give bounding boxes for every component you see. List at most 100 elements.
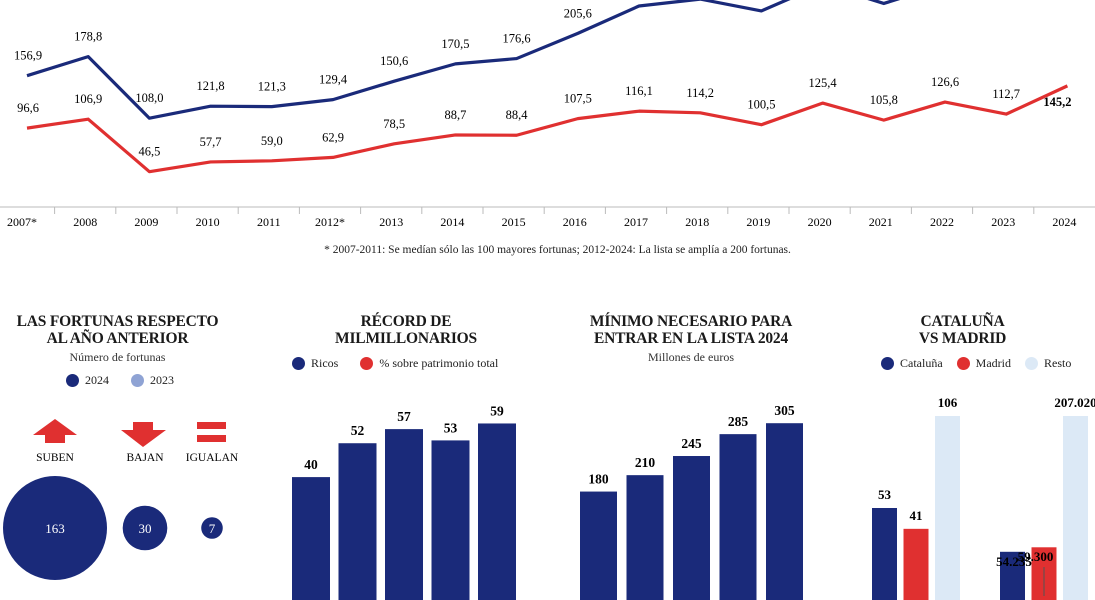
legend-item-resto: Resto bbox=[1024, 356, 1071, 371]
x-tick-label: 2008 bbox=[73, 215, 97, 229]
bar-resto bbox=[1063, 416, 1088, 600]
bar-value-label: 52 bbox=[351, 423, 365, 438]
data-label: 205,6 bbox=[564, 6, 592, 20]
bar-value-label: 210 bbox=[635, 455, 656, 470]
data-label: 106,9 bbox=[74, 92, 102, 106]
bubble-value: 7 bbox=[209, 521, 216, 536]
bar-madrid bbox=[903, 528, 929, 600]
x-tick-label: 2007* bbox=[7, 215, 37, 229]
x-tick-label: 2013 bbox=[379, 215, 403, 229]
bar-value-label: 305 bbox=[774, 403, 795, 418]
bar bbox=[766, 423, 803, 600]
bar-value-label: 285 bbox=[728, 414, 749, 429]
bar-resto bbox=[935, 416, 960, 600]
bar bbox=[431, 440, 470, 600]
x-tick-label: 2019 bbox=[746, 215, 770, 229]
bar bbox=[385, 429, 423, 600]
data-label: 57,7 bbox=[200, 135, 222, 149]
bar-value-label: 57 bbox=[397, 409, 411, 424]
data-label: 156,9 bbox=[14, 49, 42, 63]
arrow-up-icon bbox=[33, 419, 77, 443]
data-label: 105,8 bbox=[870, 93, 898, 107]
x-tick-label: 2023 bbox=[991, 215, 1015, 229]
x-tick-label: 2024 bbox=[1052, 215, 1076, 229]
legend-cataluna: Cataluña Madrid Resto bbox=[881, 356, 1071, 371]
bar bbox=[719, 434, 757, 600]
series-line-red bbox=[26, 84, 1069, 174]
bubble-suben bbox=[3, 476, 107, 580]
data-label: 114,2 bbox=[686, 86, 714, 100]
bar-cataluña bbox=[1000, 551, 1025, 600]
bubble-value: 30 bbox=[139, 521, 152, 536]
x-tick-label: 2010 bbox=[196, 215, 220, 229]
data-label: 112,7 bbox=[992, 87, 1020, 101]
bubble-bajan bbox=[122, 505, 168, 551]
bar bbox=[478, 423, 516, 600]
legend-item-ricos: Ricos bbox=[292, 356, 338, 371]
bar-value-label: 54.235 bbox=[996, 554, 1032, 569]
bar-value-label: 106 bbox=[938, 395, 958, 410]
bar-value-label: 53 bbox=[444, 420, 458, 435]
data-label: 145,2 bbox=[1043, 95, 1071, 109]
bar-value-label: 53 bbox=[878, 487, 892, 502]
x-tick-label: 2015 bbox=[502, 215, 526, 229]
data-label: 116,1 bbox=[625, 84, 653, 98]
bar-chart-milmillonarios: 40 2016 52 2018 57 2020 53 2022 59 2024 bbox=[292, 403, 516, 600]
bar bbox=[626, 475, 664, 600]
data-label: 46,5 bbox=[138, 145, 160, 159]
data-label: 178,8 bbox=[74, 30, 102, 44]
data-label: 121,8 bbox=[197, 79, 225, 93]
legend-milmillonarios: Ricos % sobre patrimonio total bbox=[292, 356, 498, 371]
label-suben: SUBEN bbox=[36, 452, 74, 464]
data-label: 78,5 bbox=[383, 117, 405, 131]
bubble-value: 163 bbox=[45, 521, 65, 536]
data-label: 126,6 bbox=[931, 75, 959, 89]
bar-chart-minimo: 180 210 245 285 305 bbox=[580, 403, 803, 600]
legend-item-cataluna: Cataluña bbox=[881, 356, 943, 371]
arrow-down-icon bbox=[121, 422, 166, 447]
data-label: 59,0 bbox=[261, 134, 283, 148]
data-label: 125,4 bbox=[809, 76, 838, 90]
x-tick-label: 2021 bbox=[869, 215, 893, 229]
x-tick-label: 2012* bbox=[315, 215, 345, 229]
bar bbox=[580, 491, 617, 600]
bar bbox=[673, 456, 710, 600]
panel-cataluna-title: CATALUÑA VS MADRID bbox=[918, 313, 1007, 347]
label-bajan: BAJAN bbox=[126, 452, 164, 464]
data-label: 150,6 bbox=[380, 54, 408, 68]
equals-icon bbox=[197, 422, 226, 429]
x-tick-label: 2009 bbox=[134, 215, 158, 229]
bar-value-label: 59.300 bbox=[1018, 549, 1054, 564]
line-chart: 2007* 2008 2009 2010 2011 2012* 2013 2014 2015 20… bbox=[0, 0, 1095, 229]
x-tick-label: 2014 bbox=[440, 215, 464, 229]
legend-item-madrid: Madrid bbox=[956, 356, 1011, 371]
bar-category-label: 2018 bbox=[346, 597, 370, 600]
panel-minimo-subtitle: Millones de euros bbox=[648, 350, 734, 364]
x-tick-label: 2016 bbox=[563, 215, 587, 229]
x-tick-label: 2022 bbox=[930, 215, 954, 229]
bar-category-label: 2024 bbox=[485, 597, 509, 600]
label-igualan: IGUALAN bbox=[186, 452, 239, 464]
data-label: 88,7 bbox=[444, 108, 466, 122]
bar-value-label: 207.020 bbox=[1054, 395, 1095, 410]
bar-category-label: 2022 bbox=[439, 597, 463, 600]
bubble-igualan bbox=[201, 517, 223, 539]
bar-value-label: 245 bbox=[681, 436, 702, 451]
panel-fortunas-title: LAS FORTUNAS RESPECTO AL AÑO ANTERIOR bbox=[16, 313, 219, 347]
data-label: 176,6 bbox=[503, 32, 531, 46]
panel-milmillonarios-title: RÉCORD DE MILMILLONARIOS bbox=[335, 313, 477, 347]
footnote: * 2007-2011: Se medían sólo las 100 mayo… bbox=[324, 244, 791, 256]
data-label: 107,5 bbox=[564, 92, 592, 106]
bar-category-label: 2020 bbox=[392, 597, 416, 600]
data-label: 170,5 bbox=[441, 37, 469, 51]
data-label: 108,0 bbox=[135, 91, 163, 105]
data-label: 62,9 bbox=[322, 130, 344, 144]
panel-fortunas-subtitle: Número de fortunas bbox=[69, 350, 166, 364]
data-label: 121,3 bbox=[258, 80, 286, 94]
data-label: 96,6 bbox=[17, 101, 39, 115]
legend-item-2024: 2024 bbox=[66, 373, 109, 388]
data-label: 88,4 bbox=[506, 108, 529, 122]
bar bbox=[292, 477, 330, 600]
data-label: 129,4 bbox=[319, 73, 348, 87]
